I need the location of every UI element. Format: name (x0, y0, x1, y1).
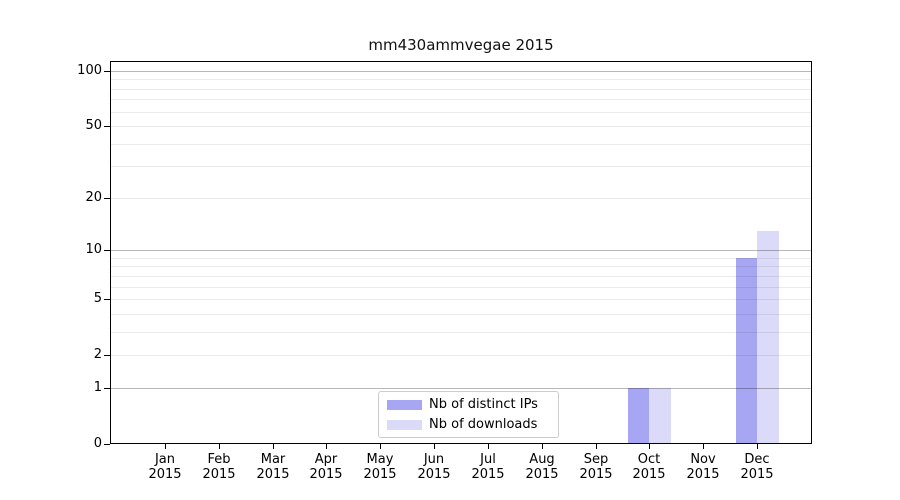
x-tick-mark (542, 444, 543, 449)
legend-item-distinct-ips: Nb of distinct IPs (387, 397, 550, 412)
legend: Nb of distinct IPs Nb of downloads (378, 391, 559, 438)
x-tick-label: Jun 2015 (417, 452, 451, 482)
y-tick-label: 50 (85, 118, 102, 133)
x-tick-mark (757, 444, 758, 449)
x-tick-mark (326, 444, 327, 449)
minor-gridline (110, 314, 812, 315)
x-tick-label: Mar 2015 (256, 452, 290, 482)
x-tick-label: Aug 2015 (525, 452, 559, 482)
y-tick-mark (104, 250, 110, 251)
x-tick-label: May 2015 (363, 452, 397, 482)
y-tick-label: 0 (93, 436, 102, 451)
minor-gridline (110, 89, 812, 90)
x-tick-mark (703, 444, 704, 449)
x-tick-label: Apr 2015 (309, 452, 343, 482)
minor-gridline (110, 258, 812, 259)
x-tick-mark (649, 444, 650, 449)
x-tick-label: Dec 2015 (740, 452, 774, 482)
major-gridline (110, 388, 812, 389)
x-tick-mark (596, 444, 597, 449)
y-tick-mark (104, 355, 110, 356)
x-tick-mark (273, 444, 274, 449)
y-tick-label: 100 (77, 63, 102, 78)
y-tick-label: 2 (93, 347, 102, 362)
legend-label-downloads: Nb of downloads (429, 417, 538, 432)
minor-gridline (110, 144, 812, 145)
x-tick-label: Oct 2015 (632, 452, 666, 482)
y-tick-mark (104, 299, 110, 300)
x-tick-mark (434, 444, 435, 449)
y-tick-mark (104, 198, 110, 199)
y-tick-label: 1 (93, 380, 102, 395)
y-tick-mark (104, 71, 110, 72)
x-tick-label: Nov 2015 (686, 452, 720, 482)
minor-gridline (110, 332, 812, 333)
legend-swatch-distinct-ips (387, 399, 422, 410)
legend-label-distinct-ips: Nb of distinct IPs (429, 397, 538, 412)
minor-gridline (110, 287, 812, 288)
minor-gridline (110, 126, 812, 127)
bar-distinct-ips (627, 387, 650, 444)
minor-gridline (110, 355, 812, 356)
y-tick-label: 10 (85, 242, 102, 257)
x-tick-label: Sep 2015 (579, 452, 613, 482)
y-tick-mark (104, 388, 110, 389)
minor-gridline (110, 79, 812, 80)
legend-swatch-downloads (387, 419, 422, 430)
minor-gridline (110, 99, 812, 100)
major-gridline (110, 250, 812, 251)
minor-gridline (110, 266, 812, 267)
x-tick-mark (488, 444, 489, 449)
x-tick-label: Feb 2015 (202, 452, 236, 482)
x-tick-label: Jan 2015 (148, 452, 182, 482)
x-tick-label: Jul 2015 (471, 452, 505, 482)
x-tick-mark (219, 444, 220, 449)
x-tick-mark (165, 444, 166, 449)
y-tick-label: 20 (85, 190, 102, 205)
legend-item-downloads: Nb of downloads (387, 417, 550, 432)
y-tick-mark (104, 126, 110, 127)
y-tick-label: 5 (93, 291, 102, 306)
minor-gridline (110, 166, 812, 167)
minor-gridline (110, 198, 812, 199)
y-tick-mark (104, 444, 110, 445)
bar-downloads (757, 230, 779, 444)
minor-gridline (110, 112, 812, 113)
bar-downloads (649, 387, 671, 444)
x-tick-mark (380, 444, 381, 449)
major-gridline (110, 71, 812, 72)
chart-title: mm430ammvegae 2015 (368, 36, 554, 54)
minor-gridline (110, 276, 812, 277)
minor-gridline (110, 299, 812, 300)
axes-frame (110, 61, 812, 444)
bar-distinct-ips (735, 257, 757, 444)
